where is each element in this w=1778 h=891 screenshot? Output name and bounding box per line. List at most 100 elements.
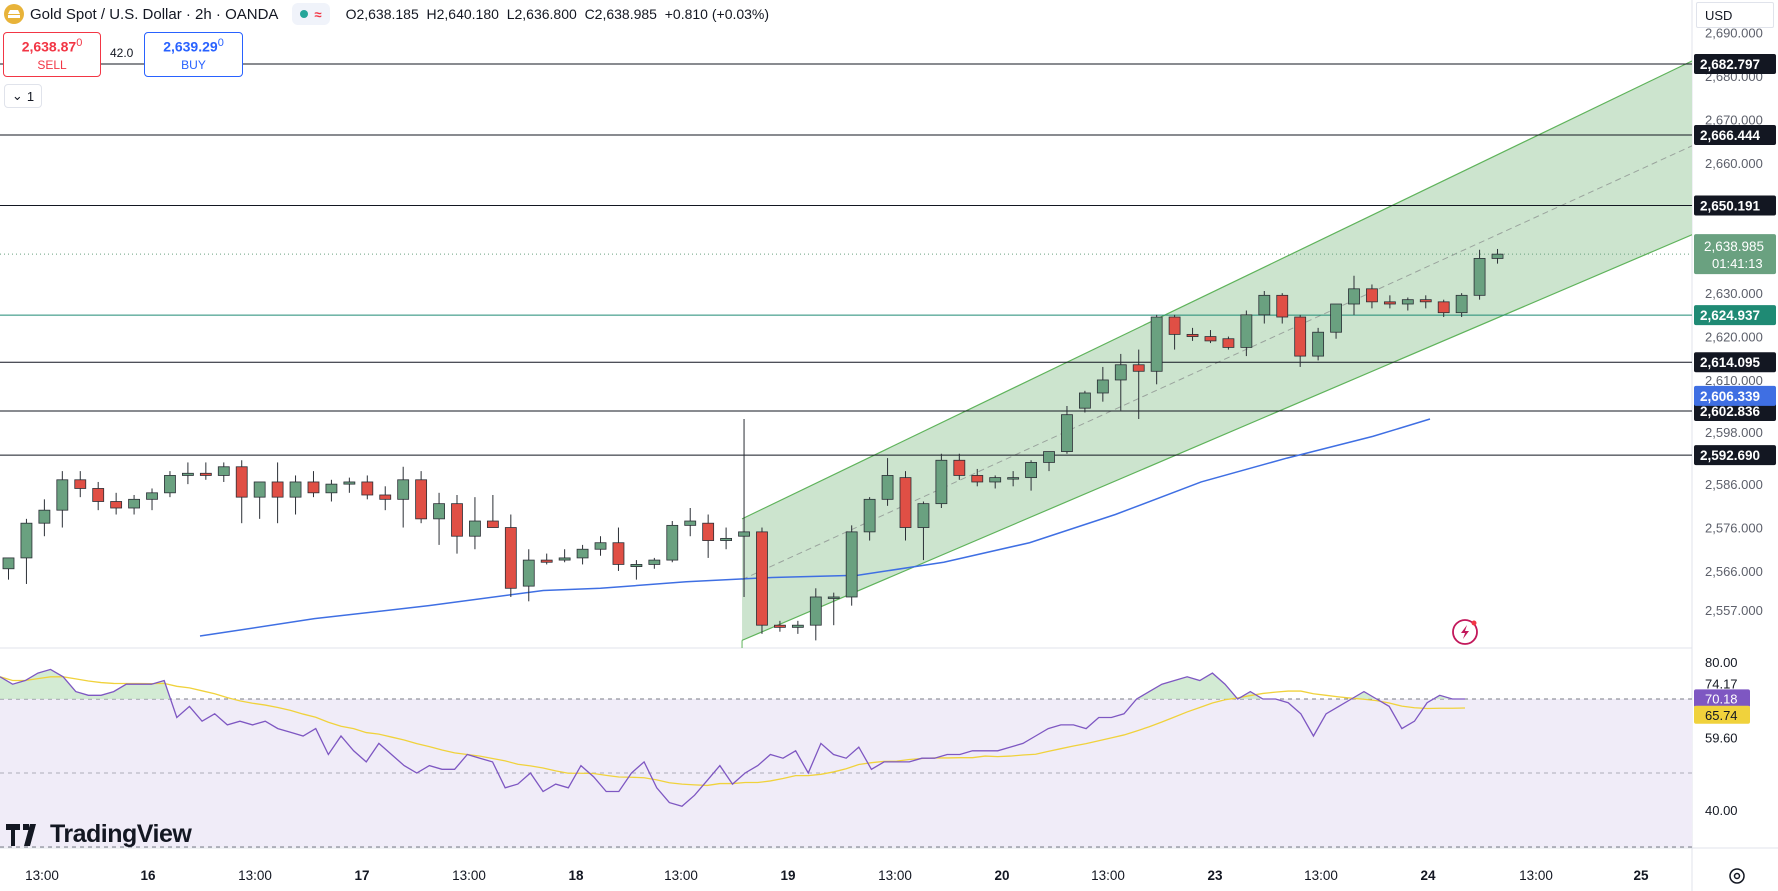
candle-down	[235, 466, 248, 498]
candle-up	[1114, 364, 1127, 381]
time-tick-label: 13:00	[25, 868, 59, 883]
rsi-ma-badge-bg	[1694, 705, 1750, 724]
time-tick-label: 13:00	[1519, 868, 1553, 883]
candle-up	[1007, 477, 1020, 480]
candle-down	[702, 522, 715, 541]
ohlc-low: L2,636.800	[506, 6, 577, 22]
candle-down	[1419, 299, 1432, 303]
candle-down	[379, 494, 392, 500]
candle-down	[1186, 333, 1199, 337]
level-badge-bg	[1694, 54, 1776, 74]
ma-badge-bg	[1694, 385, 1776, 406]
price-tick-label: 2,610.000	[1705, 373, 1763, 388]
price-tick-label: 2,576.000	[1705, 521, 1763, 536]
buy-button[interactable]: 2,639.290 BUY	[144, 32, 243, 77]
regression-channel-fill	[742, 60, 1692, 641]
time-tick-label: 25	[1633, 868, 1649, 883]
tradingview-logo-icon	[6, 823, 36, 846]
candle-up	[146, 492, 158, 500]
level-badge: 2,602.836	[1700, 404, 1761, 419]
level-badge-bg	[1694, 305, 1776, 326]
candle-down	[92, 488, 105, 502]
candle-down	[361, 481, 374, 496]
price-tick-label: 2,630.000	[1705, 286, 1763, 301]
candle-up	[1473, 258, 1486, 296]
level-badge: 2,592.690	[1700, 448, 1760, 463]
candle-up	[917, 503, 930, 528]
candle-up	[935, 459, 948, 505]
candle-up	[558, 557, 571, 561]
level-badge-bg	[1694, 352, 1776, 373]
candle-up	[630, 564, 643, 567]
sell-button[interactable]: 2,638.870 SELL	[3, 32, 101, 77]
candle-up	[1079, 392, 1091, 409]
indicators-collapse-button[interactable]: ⌄ 1	[4, 84, 42, 108]
rsi-line	[0, 668, 1465, 808]
candle-up	[720, 537, 732, 541]
time-tick-label: 16	[140, 868, 156, 883]
level-badge-bg	[1694, 401, 1776, 422]
ohlc-change: +0.810 (+0.03%)	[664, 6, 770, 22]
price-tick-label: 2,620.000	[1705, 330, 1763, 345]
candle-up	[989, 477, 1002, 483]
candle-up	[253, 481, 266, 498]
level-badge: 2,666.444	[1700, 128, 1761, 143]
candle-up	[827, 596, 840, 599]
candle-up	[20, 522, 33, 559]
time-tick-label: 24	[1420, 868, 1436, 883]
candle-up	[1258, 294, 1271, 316]
symbol-title[interactable]: Gold Spot / U.S. Dollar · 2h · OANDA	[30, 5, 279, 23]
currency-select[interactable]: USD	[1696, 2, 1774, 28]
candle-up	[289, 481, 302, 498]
candle-up	[1491, 253, 1504, 259]
price-tick-label: 2,660.000	[1705, 156, 1763, 171]
level-badge-bg	[1694, 195, 1776, 216]
candle-down	[307, 481, 320, 494]
indicator-count: 1	[26, 88, 35, 104]
ohlc-open: O2,638.185	[345, 6, 419, 22]
price-tick-label: 2,566.000	[1705, 564, 1763, 579]
candle-up	[666, 524, 679, 561]
rsi-top-label: 74.17	[1705, 677, 1738, 692]
candle-down	[1222, 338, 1235, 348]
time-tick-label: 13:00	[452, 868, 486, 883]
time-tick-label: 20	[994, 868, 1009, 883]
channel-lower-line	[741, 234, 1692, 641]
candle-down	[451, 503, 463, 537]
level-badge: 2,650.191	[1700, 199, 1761, 214]
candle-down	[540, 559, 553, 563]
candle-up	[1401, 299, 1414, 305]
candle-up	[1150, 316, 1163, 372]
buy-price: 2,639.290	[163, 37, 224, 55]
candle-down	[504, 527, 517, 589]
market-status-pill[interactable]: ≈	[292, 3, 330, 25]
price-tick-label: 2,670.000	[1705, 113, 1763, 128]
candle-up	[469, 520, 481, 537]
candle-up	[791, 624, 804, 628]
candle-down	[1204, 336, 1217, 342]
candle-down	[774, 624, 786, 628]
candle-down	[271, 481, 284, 498]
candle-up	[56, 479, 69, 511]
rsi-overbought-fill	[0, 669, 1465, 699]
candle-up	[576, 548, 589, 559]
price-tick-label: 2,557.000	[1705, 603, 1763, 618]
rsi-value-badge: 70.18	[1705, 691, 1738, 706]
time-tick-label: 13:00	[1091, 868, 1125, 883]
time-tick-label: 13:00	[878, 868, 912, 883]
channel-mid-line	[741, 145, 1692, 581]
candle-up	[1096, 379, 1109, 394]
candle-down	[415, 479, 428, 520]
buy-label: BUY	[181, 57, 206, 72]
sell-price: 2,638.870	[21, 37, 83, 55]
candle-up	[217, 466, 230, 476]
candle-down	[199, 472, 212, 476]
sell-label: SELL	[37, 57, 67, 72]
candle-down	[1366, 288, 1378, 303]
candle-up	[881, 475, 894, 500]
level-badge: 2,614.095	[1700, 355, 1761, 370]
channel-upper-line	[741, 60, 1692, 520]
candle-up	[1043, 451, 1055, 463]
time-tick-label: 13:00	[238, 868, 272, 883]
